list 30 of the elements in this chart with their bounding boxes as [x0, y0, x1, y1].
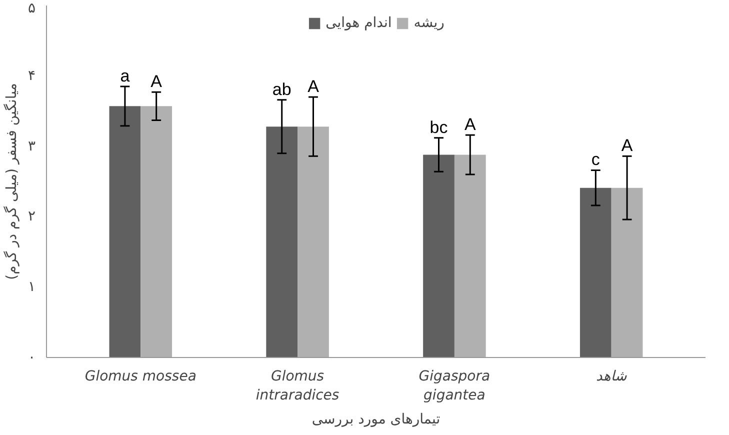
- y-tick-label: ۲: [28, 208, 36, 225]
- bar: [580, 188, 612, 358]
- legend-label: اندام هوایی: [326, 15, 392, 31]
- annotation: bc: [430, 118, 448, 137]
- annotation: A: [621, 136, 634, 156]
- x-tick-label: Glomus intraradices: [256, 368, 340, 404]
- bar: [423, 154, 454, 358]
- annotation: A: [150, 72, 163, 92]
- y-tick-label: ۵: [28, 0, 36, 16]
- y-tick-label: ۰: [28, 350, 36, 366]
- x-axis-title: تیمارهای مورد بررسی: [312, 412, 440, 428]
- bar: [298, 126, 329, 358]
- annotation: c: [591, 150, 600, 170]
- annotation: a: [120, 66, 130, 86]
- y-axis-title: میانگین فسفر (میلی گرم در گرم): [2, 83, 20, 280]
- x-tick-label: شاهد: [596, 368, 627, 384]
- bar: [611, 188, 643, 358]
- annotation: A: [464, 115, 476, 134]
- annotation: A: [308, 77, 320, 96]
- bar: [454, 154, 486, 358]
- bar: [140, 106, 172, 358]
- bar: [109, 106, 141, 358]
- x-tick-label: Gigaspora gigantea: [418, 368, 490, 404]
- y-tick-label: ۱: [28, 279, 36, 296]
- x-tick-label: Glomus mossea: [84, 368, 196, 384]
- annotation: ab: [272, 80, 292, 99]
- bar: [266, 126, 298, 358]
- legend-label: ریشه: [414, 15, 444, 31]
- y-tick-label: ۴: [28, 68, 36, 84]
- y-tick-label: ۳: [28, 138, 36, 154]
